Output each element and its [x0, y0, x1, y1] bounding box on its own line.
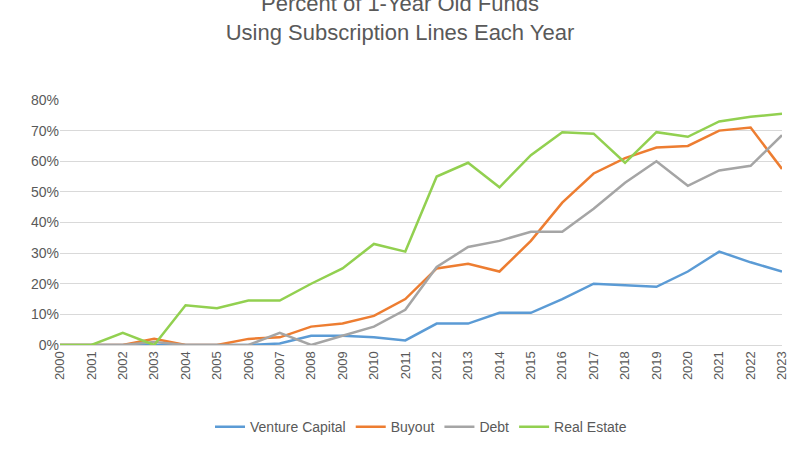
svg-text:2000: 2000	[52, 351, 67, 380]
svg-text:2001: 2001	[84, 351, 99, 380]
svg-text:2010: 2010	[366, 351, 381, 380]
svg-text:2011: 2011	[398, 351, 413, 379]
svg-text:2006: 2006	[241, 351, 256, 380]
svg-text:80%: 80%	[31, 92, 59, 108]
svg-text:2014: 2014	[492, 351, 507, 380]
svg-text:30%: 30%	[31, 245, 59, 261]
svg-text:2020: 2020	[680, 351, 695, 380]
svg-text:2015: 2015	[523, 351, 538, 380]
svg-text:2022: 2022	[743, 351, 758, 380]
svg-text:Debt: Debt	[479, 419, 509, 435]
svg-text:2003: 2003	[146, 351, 161, 380]
svg-text:2021: 2021	[711, 351, 726, 380]
svg-text:Buyout: Buyout	[391, 419, 435, 435]
svg-text:2013: 2013	[460, 351, 475, 380]
svg-text:Real Estate: Real Estate	[554, 419, 627, 435]
svg-text:Venture Capital: Venture Capital	[250, 419, 346, 435]
svg-text:0%: 0%	[39, 337, 59, 353]
svg-text:2023: 2023	[774, 351, 789, 380]
svg-text:2017: 2017	[586, 351, 601, 380]
svg-text:2012: 2012	[429, 351, 444, 380]
svg-text:10%: 10%	[31, 306, 59, 322]
svg-text:2007: 2007	[272, 351, 287, 380]
svg-text:2018: 2018	[617, 351, 632, 380]
svg-text:60%: 60%	[31, 153, 59, 169]
svg-text:2005: 2005	[209, 351, 224, 380]
svg-text:70%: 70%	[31, 123, 59, 139]
svg-text:Percent of 1-Year Old FundsUsi: Percent of 1-Year Old FundsUsing Subscri…	[226, 0, 575, 45]
svg-text:40%: 40%	[31, 214, 59, 230]
svg-text:2009: 2009	[335, 351, 350, 380]
svg-text:2002: 2002	[115, 351, 130, 380]
svg-text:20%: 20%	[31, 276, 59, 292]
svg-text:50%: 50%	[31, 184, 59, 200]
svg-text:2008: 2008	[303, 351, 318, 380]
svg-text:2016: 2016	[554, 351, 569, 380]
svg-text:2004: 2004	[178, 351, 193, 380]
svg-text:2019: 2019	[649, 351, 664, 380]
